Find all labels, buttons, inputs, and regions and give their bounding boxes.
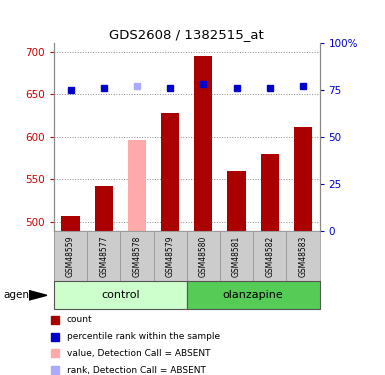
Title: GDS2608 / 1382515_at: GDS2608 / 1382515_at (109, 28, 264, 40)
Text: value, Detection Call = ABSENT: value, Detection Call = ABSENT (67, 349, 210, 358)
Text: count: count (67, 315, 92, 324)
FancyBboxPatch shape (187, 281, 320, 309)
Text: GSM48579: GSM48579 (166, 235, 175, 277)
Bar (261, 154, 279, 231)
Text: GSM48582: GSM48582 (265, 236, 274, 277)
Text: percentile rank within the sample: percentile rank within the sample (67, 332, 220, 341)
Text: GSM48583: GSM48583 (298, 235, 308, 277)
Bar (128, 140, 146, 231)
Text: GSM48578: GSM48578 (132, 235, 141, 277)
FancyBboxPatch shape (54, 281, 187, 309)
Bar (95, 186, 113, 231)
Text: GSM48580: GSM48580 (199, 235, 208, 277)
Text: GSM48559: GSM48559 (66, 235, 75, 277)
Bar (194, 56, 213, 231)
Bar (294, 127, 312, 231)
Text: rank, Detection Call = ABSENT: rank, Detection Call = ABSENT (67, 366, 206, 375)
Polygon shape (29, 291, 47, 300)
Bar (161, 113, 179, 231)
Text: olanzapine: olanzapine (223, 290, 283, 300)
Text: control: control (101, 290, 140, 300)
Text: agent: agent (4, 290, 34, 300)
Bar (61, 216, 80, 231)
Bar (228, 171, 246, 231)
Text: GSM48577: GSM48577 (99, 235, 108, 277)
Text: GSM48581: GSM48581 (232, 236, 241, 277)
